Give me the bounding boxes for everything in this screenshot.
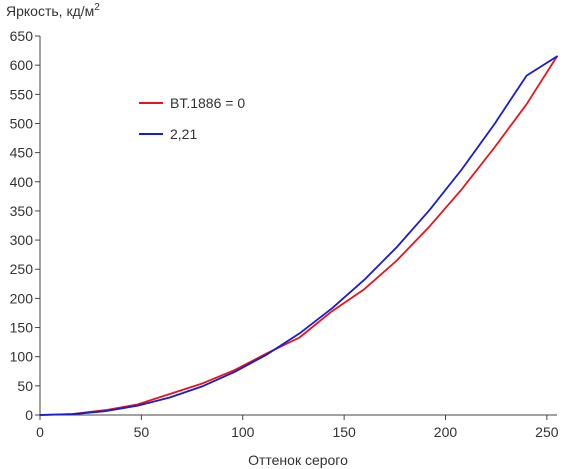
y-tick-label: 600 — [10, 57, 34, 73]
y-tick-label: 100 — [10, 349, 34, 365]
series-line-1 — [39, 55, 558, 416]
y-tick-label: 0 — [25, 407, 33, 423]
plot-area — [39, 36, 557, 416]
y-axis-label: Яркость, кд/м — [6, 3, 94, 19]
y-tick-label: 200 — [10, 290, 34, 306]
y-tick-label: 650 — [10, 28, 34, 44]
x-axis-ticks: 0 50 100 150 200 250 — [36, 415, 559, 440]
y-tick-label: 400 — [10, 174, 34, 190]
y-tick-label: 350 — [10, 203, 34, 219]
legend-label: 2,21 — [170, 126, 197, 142]
x-tick-label: 50 — [134, 424, 150, 440]
legend-label: BT.1886 = 0 — [170, 95, 245, 111]
y-tick-label: 450 — [10, 145, 34, 161]
x-tick-label: 250 — [535, 424, 559, 440]
y-tick-label: 550 — [10, 86, 34, 102]
x-tick-label: 0 — [36, 424, 44, 440]
y-tick-label: 50 — [17, 378, 33, 394]
x-tick-label: 100 — [231, 424, 255, 440]
y-tick-label: 500 — [10, 115, 34, 131]
x-tick-label: 150 — [332, 424, 356, 440]
series-line-2 — [39, 55, 558, 416]
legend: BT.1886 = 0 2,21 — [139, 95, 245, 142]
y-tick-label: 150 — [10, 320, 34, 336]
y-axis-title: Яркость, кд/м2 — [6, 2, 100, 19]
series-layer — [39, 55, 558, 416]
x-tick-label: 200 — [434, 424, 458, 440]
y-tick-label: 250 — [10, 261, 34, 277]
y-axis-ticks: 0 50 100 150 200 250 300 350 400 450 500 550 600 650 — [10, 28, 40, 423]
svg-text:Яркость, кд/м2: Яркость, кд/м2 — [6, 2, 100, 19]
x-axis-title: Оттенок серого — [248, 452, 348, 468]
y-axis-label-superscript: 2 — [94, 2, 100, 13]
y-tick-label: 300 — [10, 232, 34, 248]
